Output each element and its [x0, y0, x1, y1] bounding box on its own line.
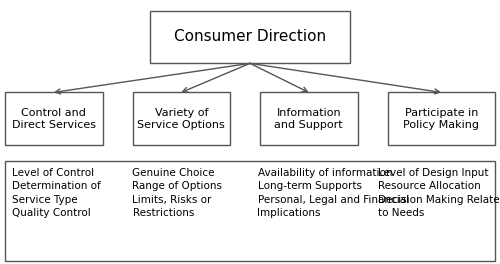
Text: Availability of information
Long-term Supports
Personal, Legal and Financial
Imp: Availability of information Long-term Su…	[258, 168, 408, 218]
FancyBboxPatch shape	[388, 92, 495, 145]
Text: Consumer Direction: Consumer Direction	[174, 30, 326, 44]
FancyBboxPatch shape	[260, 92, 358, 145]
Text: Level of Control
Determination of
Service Type
Quality Control: Level of Control Determination of Servic…	[12, 168, 101, 218]
Text: Information
and Support: Information and Support	[274, 108, 343, 130]
FancyBboxPatch shape	[132, 92, 230, 145]
Text: Variety of
Service Options: Variety of Service Options	[138, 108, 225, 130]
Text: Control and
Direct Services: Control and Direct Services	[12, 108, 96, 130]
FancyBboxPatch shape	[150, 11, 350, 63]
Text: Genuine Choice
Range of Options
Limits, Risks or
Restrictions: Genuine Choice Range of Options Limits, …	[132, 168, 222, 218]
FancyBboxPatch shape	[5, 92, 102, 145]
Text: Level of Design Input
Resource Allocation
Decision Making Related
to Needs: Level of Design Input Resource Allocatio…	[378, 168, 500, 218]
Text: Participate in
Policy Making: Participate in Policy Making	[404, 108, 479, 130]
FancyBboxPatch shape	[5, 161, 495, 261]
